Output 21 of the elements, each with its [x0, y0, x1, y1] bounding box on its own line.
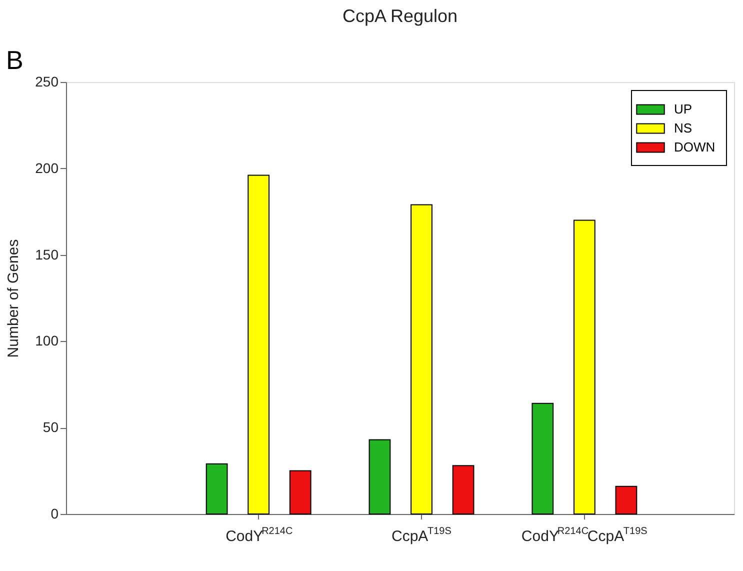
bar — [452, 465, 474, 514]
text: B — [6, 45, 24, 75]
y-axis-title: Number of Genes — [5, 239, 22, 358]
y-tick-label: 0 — [50, 506, 59, 522]
y-tick-label: 200 — [35, 160, 59, 176]
legend-label: DOWN — [674, 140, 716, 154]
bar — [289, 470, 312, 514]
y-tick-label: 150 — [35, 246, 59, 262]
y-tick-label: 250 — [35, 74, 59, 90]
y-tick-label: 100 — [35, 332, 59, 349]
bar — [248, 174, 270, 514]
bar — [206, 463, 228, 514]
legend-label: UP — [674, 102, 692, 116]
bar — [368, 439, 391, 514]
y-tick-label: 50 — [42, 419, 59, 436]
bar — [573, 220, 596, 514]
bar — [410, 204, 432, 514]
bar — [532, 402, 554, 514]
bar — [615, 486, 638, 514]
legend-label: NS — [674, 120, 692, 136]
chart-title: CcpA Regulon — [342, 6, 458, 26]
